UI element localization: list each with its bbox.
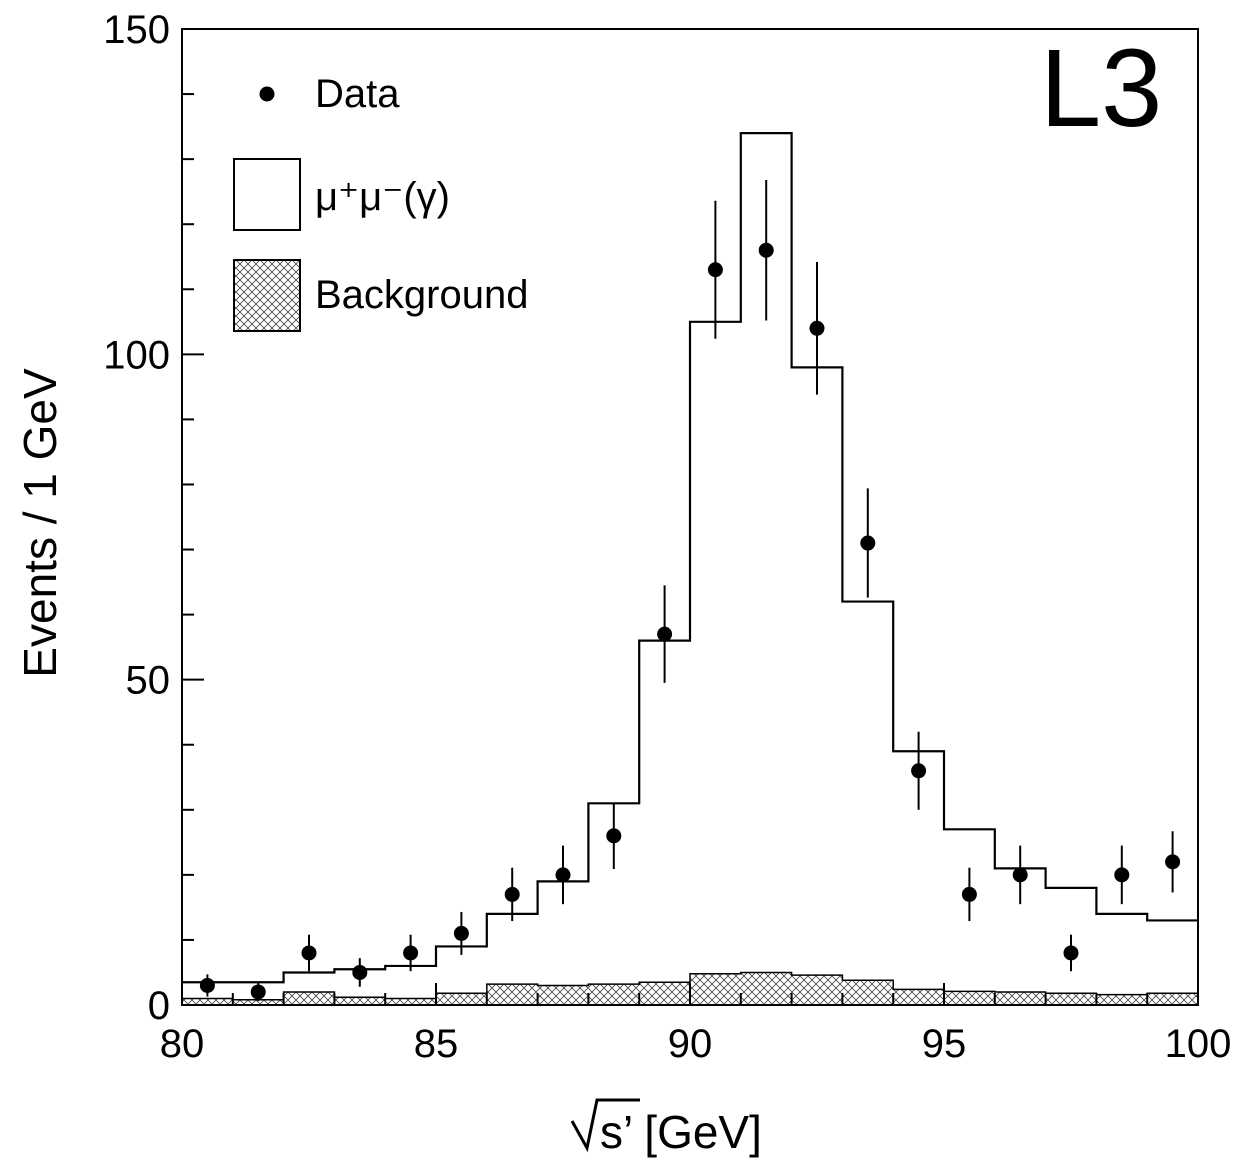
background-bin [537, 985, 589, 1005]
signal-step-line [182, 132, 1198, 984]
x-tick-label: 85 [414, 1022, 459, 1066]
data-point [301, 945, 317, 961]
data-point [199, 977, 215, 993]
x-axis-title: s’ [GeV] [600, 1106, 762, 1158]
sqrt-symbol [570, 1098, 640, 1153]
legend-background-box [233, 259, 301, 332]
background-bin [1096, 994, 1148, 1005]
background-bin [436, 993, 487, 1005]
x-tick-label: 95 [922, 1022, 967, 1066]
y-tick-label: 0 [148, 984, 170, 1028]
background-bin [690, 973, 741, 1005]
legend-data-label: Data [315, 72, 400, 116]
data-point [250, 984, 266, 1000]
y-tick-label: 150 [103, 8, 170, 52]
x-axis-title-group: s’ [GeV] [570, 1098, 762, 1158]
background-layer [182, 971, 1198, 1005]
data-point [961, 886, 977, 902]
data-point [453, 925, 469, 941]
data-point [911, 763, 927, 779]
y-axis-title: Events / 1 GeV [14, 368, 66, 678]
background-outline [182, 971, 1198, 1001]
legend-data-marker [259, 86, 275, 102]
data-point [809, 320, 825, 336]
data-point [1165, 854, 1181, 870]
data-point [657, 626, 673, 642]
x-tick-label: 90 [668, 1022, 713, 1066]
legend-background-label: Background [315, 273, 528, 317]
data-point [1012, 867, 1028, 883]
data-point [1063, 945, 1079, 961]
data-point [403, 945, 419, 961]
axes-layer: 80 85 90 95 100 0 50 100 150 [103, 8, 1231, 1066]
data-point [860, 535, 876, 551]
y-tick-label: 100 [103, 333, 170, 377]
data-point [1114, 867, 1130, 883]
background-bin [842, 980, 894, 1005]
background-bin [893, 989, 944, 1005]
legend-signal-label: μ⁺μ⁻(γ) [315, 175, 450, 219]
background-bin [588, 984, 640, 1005]
background-bin [1045, 993, 1097, 1005]
y-tick-label: 50 [126, 659, 171, 703]
signal-layer [182, 132, 1198, 984]
legend: Data μ⁺μ⁻(γ) Background [233, 72, 528, 332]
background-bin [639, 982, 690, 1005]
background-bin [283, 991, 335, 1005]
data-point [707, 262, 723, 278]
background-bin [182, 998, 233, 1005]
data-point [606, 828, 622, 844]
data-point [352, 964, 368, 980]
x-tick-label: 100 [1165, 1022, 1232, 1066]
background-bin [232, 999, 284, 1005]
data-point [758, 242, 774, 258]
background-bin [994, 991, 1046, 1005]
legend-signal-box [233, 158, 301, 231]
background-bin [740, 972, 792, 1005]
background-bin [486, 984, 538, 1005]
x-tick-label: 80 [160, 1022, 205, 1066]
logo-label: L3 [1040, 27, 1162, 150]
background-bin [334, 997, 386, 1005]
data-point [555, 867, 571, 883]
background-bin [791, 975, 843, 1005]
background-bin [944, 991, 995, 1005]
data-layer [199, 179, 1181, 1002]
data-point [504, 886, 520, 902]
background-bin [385, 998, 436, 1005]
background-bin [1147, 993, 1198, 1005]
